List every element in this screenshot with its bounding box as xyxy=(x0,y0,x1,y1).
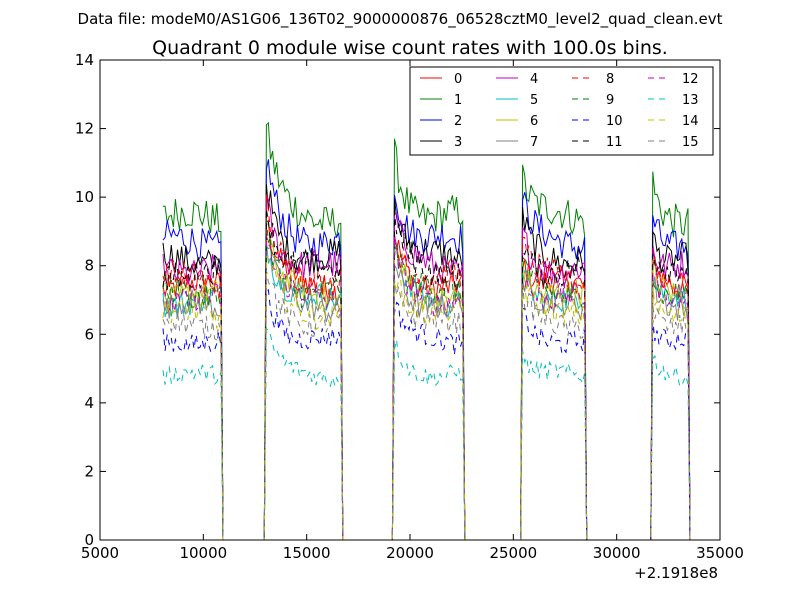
legend-label: 13 xyxy=(682,93,699,108)
legend-label: 1 xyxy=(454,93,462,108)
legend-label: 3 xyxy=(454,135,462,150)
x-offset-label: +2.1918e8 xyxy=(634,564,718,582)
x-tick-label: 15000 xyxy=(283,544,331,562)
y-tick-label: 2 xyxy=(84,462,94,480)
legend-label: 11 xyxy=(606,135,623,150)
x-axis: 5000 10000 15000 20000 25000 30000 35000 xyxy=(81,60,744,562)
x-tick-label: 25000 xyxy=(489,544,537,562)
y-tick-label: 6 xyxy=(84,325,94,343)
x-tick-label: 35000 xyxy=(696,544,744,562)
series-line-1 xyxy=(163,121,691,540)
series-line-10 xyxy=(162,289,691,540)
y-tick-label: 8 xyxy=(84,257,94,275)
legend-label: 12 xyxy=(682,72,699,87)
y-tick-label: 0 xyxy=(84,531,94,549)
x-tick-label: 20000 xyxy=(386,544,434,562)
legend-label: 8 xyxy=(606,72,614,87)
legend-label: 4 xyxy=(530,72,538,87)
series-line-4 xyxy=(162,195,691,540)
legend-label: 7 xyxy=(530,135,538,150)
data-file-label: Data file: modeM0/AS1G06_136T02_90000008… xyxy=(78,10,723,29)
legend-label: 6 xyxy=(530,114,538,129)
legend-label: 15 xyxy=(682,135,699,150)
series-line-3 xyxy=(162,184,691,540)
plot-lines xyxy=(162,121,691,540)
series-line-8 xyxy=(162,192,691,540)
x-tick-label: 30000 xyxy=(593,544,641,562)
series-line-11 xyxy=(162,208,691,540)
y-tick-label: 12 xyxy=(75,120,94,138)
legend-label: 0 xyxy=(454,72,462,87)
legend-label: 5 xyxy=(530,93,538,108)
y-tick-label: 4 xyxy=(84,394,94,412)
legend-label: 9 xyxy=(606,93,614,108)
series-line-12 xyxy=(162,235,691,540)
x-tick-label: 5000 xyxy=(81,544,119,562)
y-tick-label: 14 xyxy=(75,51,94,69)
chart-title: Quadrant 0 module wise count rates with … xyxy=(152,37,668,59)
x-tick-label: 10000 xyxy=(179,544,227,562)
y-tick-label: 10 xyxy=(75,188,94,206)
legend-label: 14 xyxy=(682,114,699,129)
legend-label: 10 xyxy=(606,114,623,129)
legend-box xyxy=(409,66,714,156)
series-line-7 xyxy=(162,245,691,540)
legend-label: 2 xyxy=(454,114,462,129)
series-line-5 xyxy=(162,240,691,540)
